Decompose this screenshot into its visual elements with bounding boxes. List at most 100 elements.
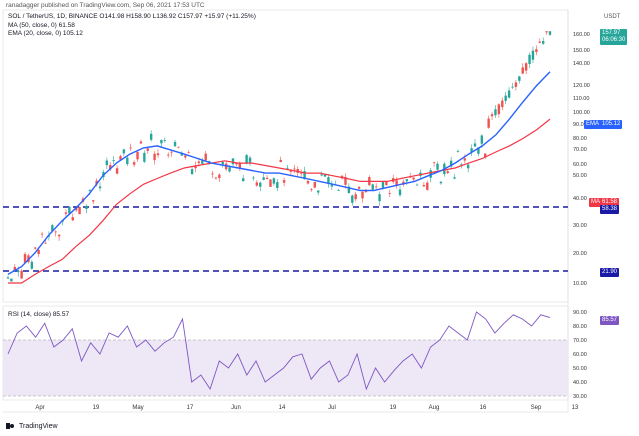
rsi-legend[interactable]: RSI (14, close) 85.57 <box>8 311 69 318</box>
footer: TradingView <box>6 422 58 430</box>
price-tick: 150.00 <box>573 48 590 54</box>
candle-body <box>136 151 139 160</box>
rsi-axis[interactable]: 90.00 80.00 70.00 60.00 50.00 40.00 30.00 <box>573 310 587 400</box>
price-tick: 100.00 <box>573 110 590 116</box>
price-tick: 110.00 <box>573 96 589 102</box>
price-tick: 40.00 <box>573 196 587 202</box>
candle-body <box>330 184 334 187</box>
candle-body <box>473 143 477 147</box>
candle-body <box>545 31 548 33</box>
change-value: +15.97 (+11.25%) <box>204 13 256 20</box>
candle-body <box>204 153 207 161</box>
candle-body <box>98 186 102 189</box>
candle-body <box>238 163 241 169</box>
rsi-tick: 40.00 <box>573 380 587 386</box>
tradingview-logo-icon <box>6 423 14 429</box>
candle-body <box>105 160 109 166</box>
candle-body <box>119 156 122 160</box>
candle-body <box>211 173 214 175</box>
candle-body <box>504 95 507 101</box>
candle-body <box>381 181 385 188</box>
candle-body <box>535 49 538 52</box>
candle-body <box>167 154 170 156</box>
time-tick: Apr <box>35 405 44 411</box>
candle-body <box>6 277 10 279</box>
price-tick: 70.00 <box>573 147 587 153</box>
ma-name-tag: MA <box>589 198 602 207</box>
price-tick: 20.00 <box>573 251 587 257</box>
ema-line[interactable] <box>7 71 551 276</box>
close-label: C <box>177 13 183 20</box>
candle-body <box>354 194 357 200</box>
candle-body <box>548 31 552 35</box>
candle-body <box>415 184 419 186</box>
candle-body <box>51 225 54 232</box>
candle-body <box>177 146 180 148</box>
candle-body <box>405 179 409 182</box>
time-tick: Jul <box>328 405 336 411</box>
candle-body <box>78 207 81 215</box>
candle-body <box>252 177 255 179</box>
time-axis[interactable]: Apr 19 May 17 Jun 14 Jul 19 Aug 16 Sep 13 <box>35 405 579 411</box>
candle-body <box>248 157 252 163</box>
candle-body <box>74 207 78 211</box>
candle-body <box>460 164 463 166</box>
resistance-tag: 58.38 <box>600 205 620 214</box>
price-tick: 160.00 <box>573 32 590 38</box>
candle-body <box>463 158 466 161</box>
candle-body <box>279 159 282 163</box>
candle-body <box>64 212 68 214</box>
low-label: L <box>152 13 157 20</box>
ma-price-tag: 61.58 <box>600 198 620 207</box>
time-tick: 19 <box>93 405 100 411</box>
candle-body <box>228 167 231 172</box>
open-value: 141.98 <box>104 13 125 20</box>
rsi-label: RSI (14, close) <box>8 311 51 318</box>
price-axis[interactable]: 160.00 150.00 140.00 120.00 110.00 100.00 90.0… <box>573 32 590 287</box>
rsi-tick: 60.00 <box>573 352 587 358</box>
candle-body <box>92 200 95 202</box>
candle-body <box>286 167 289 169</box>
candle-body <box>487 118 490 128</box>
ema-row[interactable]: EMA (20, close, 0) 105.12 <box>8 30 256 39</box>
candle-body <box>143 152 146 162</box>
candle-body <box>357 186 361 189</box>
rsi-legend-value: 85.57 <box>52 311 70 318</box>
symbol-label[interactable]: SOL / TetherUS, 1D, BINANCE <box>8 13 98 20</box>
price-tick: 30.00 <box>573 223 587 229</box>
rsi-band <box>3 340 568 396</box>
candle-body <box>388 193 391 194</box>
rsi-tick: 90.00 <box>573 310 587 316</box>
candle-body <box>524 63 528 71</box>
candle-body <box>276 182 279 188</box>
candle-body <box>299 172 303 174</box>
ma-line[interactable] <box>8 118 551 284</box>
candle-body <box>187 152 190 154</box>
candle-body <box>214 177 218 179</box>
candle-body <box>507 90 511 98</box>
candle-body <box>449 160 453 167</box>
candle-body <box>194 165 197 169</box>
candle-body <box>146 148 149 151</box>
open-label: O <box>99 13 105 20</box>
candle-body <box>44 242 47 244</box>
candle-body <box>484 153 487 158</box>
time-tick: Aug <box>429 405 440 411</box>
candle-body <box>477 147 480 154</box>
rsi-line[interactable] <box>7 311 551 391</box>
candle-body <box>347 186 351 193</box>
time-tick: Sep <box>531 405 542 411</box>
rsi-tick: 70.00 <box>573 338 587 344</box>
candle-body <box>361 191 364 199</box>
candle-body <box>378 194 381 202</box>
ema-name-tag: EMA <box>584 120 602 129</box>
rsi-tick: 50.00 <box>573 366 587 372</box>
candle-body <box>351 195 354 203</box>
ma-row[interactable]: MA (50, close, 0) 61.58 <box>8 22 256 31</box>
candle-body <box>30 261 34 269</box>
candle-body <box>23 253 27 263</box>
candle-body <box>163 140 167 141</box>
candle-body <box>184 155 187 158</box>
rsi-value-tag: 85.57 <box>600 316 620 325</box>
